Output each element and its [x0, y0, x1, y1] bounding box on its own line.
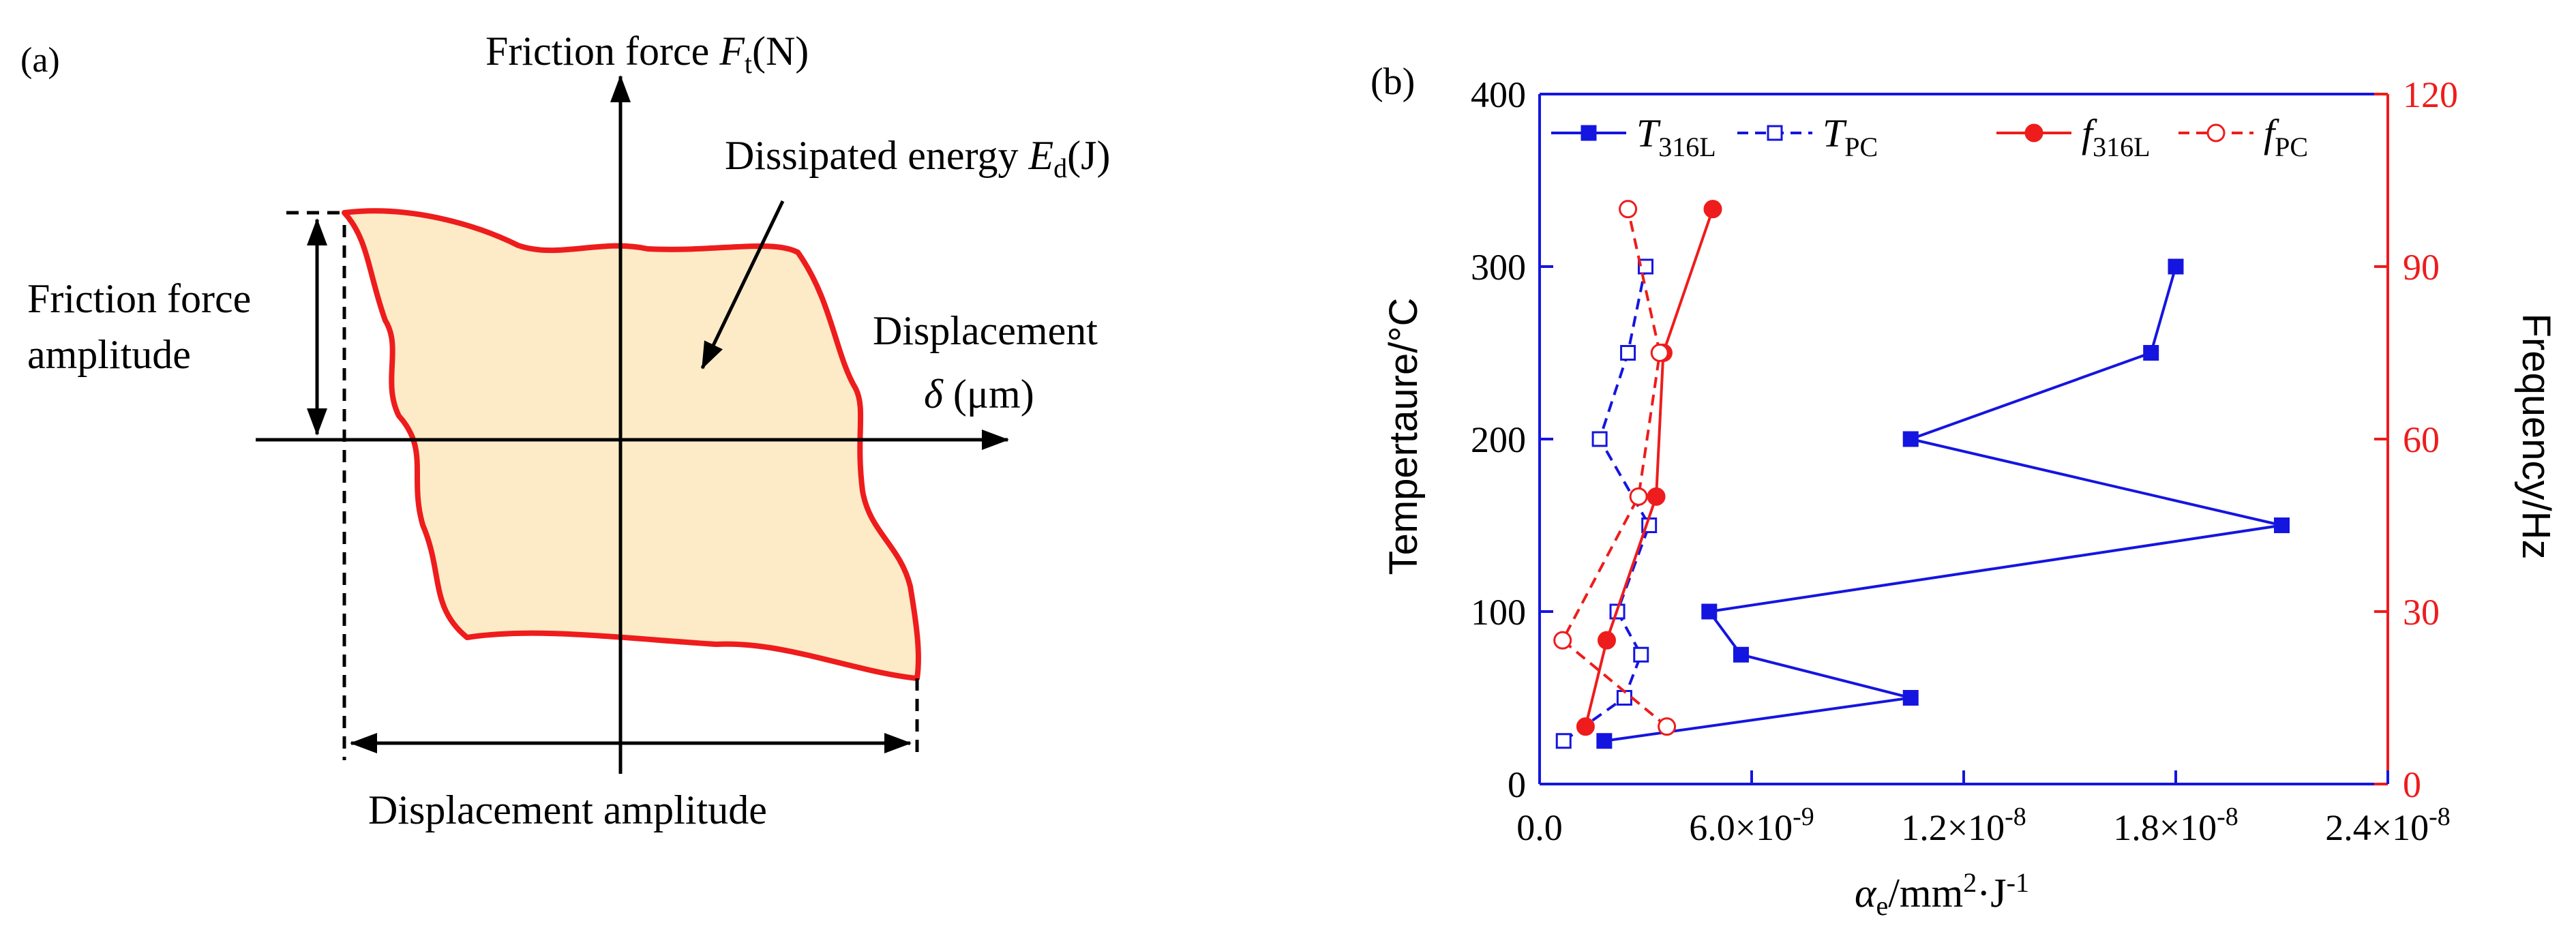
x-tick-label-1: 6.0×10-9	[1689, 802, 1814, 848]
energy-symbol: E	[1028, 133, 1053, 178]
x-tick-label-3: 1.8×10-8	[2113, 802, 2238, 848]
b-x-axis-sup2: -1	[2007, 867, 2029, 898]
y-tick-label-0: 0	[1508, 764, 1526, 805]
disp-amp-label: Displacement amplitude	[368, 787, 767, 832]
point-1-6	[1620, 345, 1636, 361]
friction-loop	[342, 208, 921, 681]
point-0-1	[1902, 690, 1919, 706]
y2-tick-label-2: 60	[2403, 419, 2440, 460]
energy-label: Dissipated energy Ed(J)	[725, 133, 1110, 183]
energy-text: Dissipated energy	[725, 133, 1028, 178]
a-x-axis-label: Displacement	[873, 308, 1098, 353]
b-y-axis-title: Tempertaure/°C	[1381, 298, 1426, 575]
y-tick-label-4: 400	[1471, 74, 1526, 115]
series-line-1	[1563, 266, 1651, 742]
point-1-0	[1555, 733, 1572, 749]
legend-label-0: T316L	[1636, 111, 1716, 162]
a-y-axis-sub: t	[745, 48, 752, 79]
b-x-axis-unit2: ·J	[1977, 871, 2006, 916]
b-x-axis-symbol: α	[1855, 871, 1877, 916]
a-y-axis-text: Friction force	[485, 29, 719, 74]
point-1-7	[1638, 258, 1653, 275]
legend-marker-1	[1767, 125, 1783, 141]
energy-arrow	[700, 200, 785, 370]
a-y-axis-symbol: F	[719, 29, 745, 74]
b-series-layer	[1553, 200, 2290, 749]
point-3-4	[1619, 200, 1638, 219]
legend-marker-2	[2024, 123, 2043, 142]
series-T-316L	[1596, 258, 2290, 749]
y-tick-label-1: 100	[1471, 592, 1526, 633]
x-tick-label-0: 0.0	[1516, 807, 1563, 848]
point-0-7	[2168, 258, 2184, 275]
a-y-axis-unit: (N)	[752, 29, 809, 74]
energy-sub: d	[1053, 153, 1067, 183]
panel-a-label: (a)	[20, 41, 60, 80]
point-0-2	[1733, 646, 1749, 663]
legend-label-2: f316L	[2082, 111, 2151, 162]
b-x-axis-sup: 2	[1963, 867, 1977, 898]
y-tick-label-2: 200	[1471, 419, 1526, 460]
b-x-axis-unit: /mm	[1888, 871, 1963, 916]
x-tick-label-2: 1.2×10-8	[1901, 802, 2026, 848]
series-f-PC	[1553, 200, 1677, 736]
point-2-4	[1703, 200, 1722, 219]
x-tick-label-4: 2.4×10-8	[2325, 802, 2451, 848]
point-3-3	[1650, 344, 1669, 362]
panel-a: (a) Friction force Ft(N) Displacement δ …	[20, 29, 1110, 832]
point-0-0	[1596, 733, 1613, 749]
series-f-316L	[1576, 200, 1722, 736]
b-ticks: 0 100 200 300 400 0 30 60 90 120 0.0 6.0×10-9 1.2×10…	[1471, 74, 2458, 848]
point-3-2	[1629, 487, 1648, 506]
legend-label-3: fPC	[2264, 111, 2308, 162]
panel-b-label: (b)	[1371, 61, 1415, 103]
point-1-2	[1633, 646, 1649, 663]
force-amp-label-1: Friction force	[27, 276, 251, 321]
y2-tick-label-0: 0	[2403, 764, 2421, 805]
y2-tick-label-4: 120	[2403, 74, 2458, 115]
a-x-axis-label-2: δ (μm)	[924, 372, 1034, 417]
series-line-3	[1561, 209, 1668, 728]
legend-marker-0	[1581, 125, 1597, 141]
series-line-0	[1604, 266, 2282, 742]
b-x-axis-sub: e	[1876, 890, 1889, 921]
point-3-0	[1658, 717, 1677, 736]
a-x-axis-symbol: δ	[924, 372, 944, 417]
b-legend: T316L TPC f316L fPC	[1551, 111, 2308, 162]
panel-b: (b) 0 100 200 300 400 0 30 60 90 120 0.0 6.0×10-9 1.…	[1371, 61, 2558, 921]
a-x-axis-unit: (μm)	[943, 372, 1034, 417]
y-tick-label-3: 300	[1471, 247, 1526, 288]
point-2-1	[1597, 631, 1616, 650]
point-0-4	[2274, 517, 2290, 533]
a-y-axis-label: Friction force Ft(N)	[485, 29, 809, 79]
legend-label-1: TPC	[1823, 111, 1878, 162]
point-0-3	[1701, 603, 1718, 620]
force-amp-label-2: amplitude	[27, 332, 191, 377]
point-2-0	[1576, 717, 1595, 736]
point-2-2	[1647, 487, 1666, 506]
y2-tick-label-1: 30	[2403, 592, 2440, 633]
point-0-5	[1902, 431, 1919, 447]
point-1-5	[1591, 431, 1608, 447]
b-x-axis-title: αe/mm2·J-1	[1855, 867, 2029, 921]
point-3-1	[1553, 631, 1572, 650]
y2-tick-label-3: 90	[2403, 247, 2440, 288]
legend-marker-3	[2206, 123, 2226, 142]
energy-unit: (J)	[1067, 133, 1110, 178]
b-y2-axis-title: Frequency/Hz	[2514, 313, 2558, 559]
point-0-6	[2143, 345, 2159, 361]
